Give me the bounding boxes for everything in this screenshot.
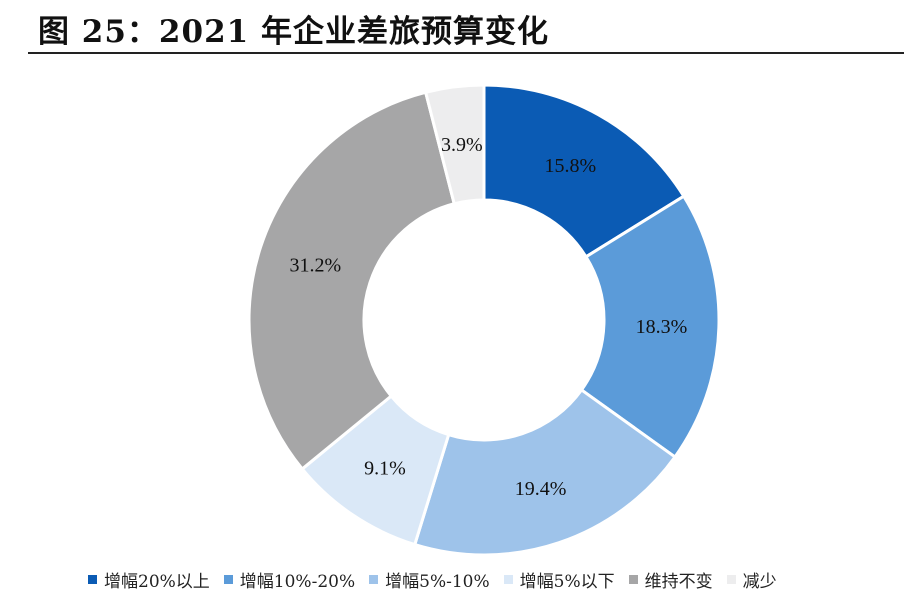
legend-label: 维持不变 bbox=[644, 572, 713, 592]
data-label-3: 19.4% bbox=[515, 478, 567, 500]
legend-label: 增幅5%以下 bbox=[519, 572, 615, 592]
figure-title: 图 25：2021 年企业差旅预算变化 bbox=[38, 14, 550, 50]
legend-label: 增幅20%以上 bbox=[104, 572, 210, 592]
legend-swatch bbox=[369, 575, 379, 584]
title-divider bbox=[28, 52, 904, 54]
legend-item-4: 增幅5%以下 bbox=[503, 567, 615, 592]
legend-swatch bbox=[503, 575, 513, 584]
donut-slice-6 bbox=[423, 83, 486, 206]
chart-legend: 增幅20%以上 增幅10%-20% 增幅5%-10% 增幅5%以下 维持不变 减少 bbox=[88, 567, 791, 592]
data-label-2: 18.3% bbox=[636, 316, 688, 338]
legend-swatch bbox=[726, 575, 736, 584]
legend-label: 增幅10%-20% bbox=[239, 572, 356, 592]
legend-label: 减少 bbox=[742, 572, 777, 592]
donut-slice-3 bbox=[412, 387, 678, 557]
legend-swatch bbox=[88, 575, 97, 584]
legend-item-6: 减少 bbox=[726, 567, 777, 592]
legend-swatch bbox=[628, 575, 638, 584]
legend-item-2: 增幅10%-20% bbox=[223, 567, 356, 592]
legend-item-5: 维持不变 bbox=[628, 567, 713, 592]
donut-data-labels: 15.8% 18.3% 19.4% 9.1% 31.2% 3.9% bbox=[289, 134, 687, 500]
donut-slice-2 bbox=[579, 194, 721, 460]
legend-label: 增幅5%-10% bbox=[385, 572, 490, 592]
donut-slice-1 bbox=[482, 83, 686, 259]
data-label-4: 9.1% bbox=[364, 457, 406, 479]
data-label-1: 15.8% bbox=[545, 155, 597, 177]
data-label-6: 3.9% bbox=[441, 134, 483, 156]
donut-slice-5 bbox=[247, 90, 457, 472]
legend-item-3: 增幅5%-10% bbox=[369, 567, 490, 592]
legend-swatch bbox=[223, 575, 233, 584]
data-label-5: 31.2% bbox=[289, 255, 341, 277]
donut-chart: 15.8% 18.3% 19.4% 9.1% 31.2% 3.9% bbox=[247, 83, 721, 557]
legend-item-1: 增幅20%以上 bbox=[88, 567, 210, 592]
donut-slices bbox=[247, 83, 721, 557]
